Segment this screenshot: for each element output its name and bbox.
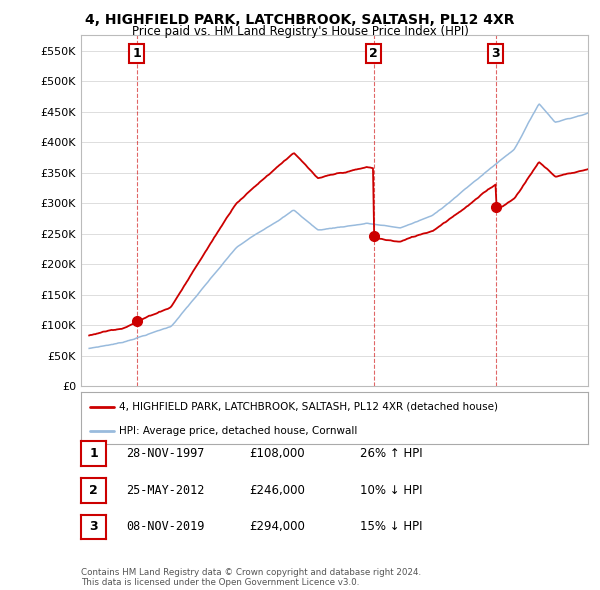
Text: Price paid vs. HM Land Registry's House Price Index (HPI): Price paid vs. HM Land Registry's House … bbox=[131, 25, 469, 38]
Text: 3: 3 bbox=[89, 520, 98, 533]
Text: 3: 3 bbox=[491, 47, 500, 60]
Text: HPI: Average price, detached house, Cornwall: HPI: Average price, detached house, Corn… bbox=[119, 427, 358, 436]
Text: 2: 2 bbox=[89, 484, 98, 497]
Text: £246,000: £246,000 bbox=[249, 484, 305, 497]
Text: 28-NOV-1997: 28-NOV-1997 bbox=[126, 447, 205, 460]
Text: 26% ↑ HPI: 26% ↑ HPI bbox=[360, 447, 422, 460]
Text: 1: 1 bbox=[89, 447, 98, 460]
Text: 4, HIGHFIELD PARK, LATCHBROOK, SALTASH, PL12 4XR (detached house): 4, HIGHFIELD PARK, LATCHBROOK, SALTASH, … bbox=[119, 402, 498, 412]
Text: 08-NOV-2019: 08-NOV-2019 bbox=[126, 520, 205, 533]
Text: 4, HIGHFIELD PARK, LATCHBROOK, SALTASH, PL12 4XR: 4, HIGHFIELD PARK, LATCHBROOK, SALTASH, … bbox=[85, 13, 515, 27]
Text: 2: 2 bbox=[370, 47, 378, 60]
Text: 10% ↓ HPI: 10% ↓ HPI bbox=[360, 484, 422, 497]
Text: 15% ↓ HPI: 15% ↓ HPI bbox=[360, 520, 422, 533]
Text: £294,000: £294,000 bbox=[249, 520, 305, 533]
Text: 1: 1 bbox=[132, 47, 141, 60]
Text: Contains HM Land Registry data © Crown copyright and database right 2024.
This d: Contains HM Land Registry data © Crown c… bbox=[81, 568, 421, 587]
Text: 25-MAY-2012: 25-MAY-2012 bbox=[126, 484, 205, 497]
Text: £108,000: £108,000 bbox=[249, 447, 305, 460]
